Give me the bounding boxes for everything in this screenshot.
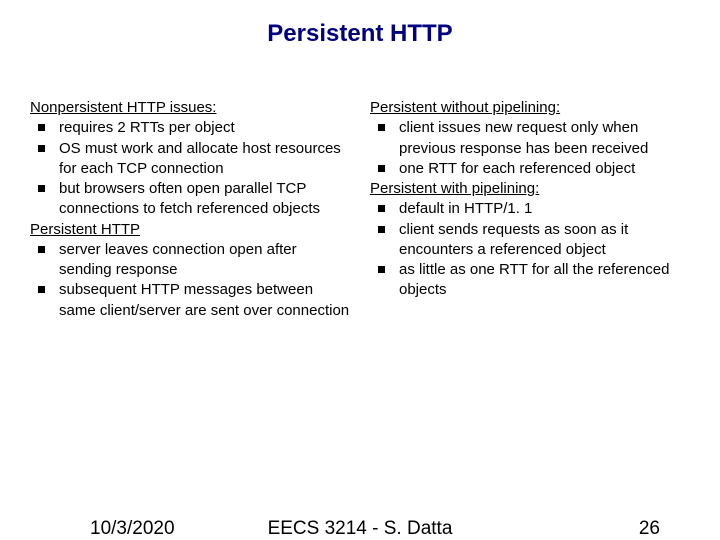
slide-title: Persistent HTTP: [0, 0, 720, 48]
bullet-icon: [378, 205, 385, 212]
list-item: client sends requests as soon as it enco…: [378, 220, 690, 261]
left-column: Nonpersistent HTTP issues: requires 2 RT…: [30, 98, 350, 321]
bullet-icon: [378, 226, 385, 233]
bullet-text: default in HTTP/1. 1: [399, 199, 690, 219]
bullet-text: OS must work and allocate host resources…: [59, 139, 350, 180]
list-item: as little as one RTT for all the referen…: [378, 260, 690, 301]
bullet-icon: [38, 124, 45, 131]
bullet-text: one RTT for each referenced object: [399, 159, 690, 179]
bullet-icon: [38, 185, 45, 192]
bullet-text: client sends requests as soon as it enco…: [399, 220, 690, 261]
footer-page: 26: [639, 518, 660, 540]
bullet-icon: [378, 266, 385, 273]
list-item: but browsers often open parallel TCP con…: [38, 179, 350, 220]
list-item: default in HTTP/1. 1: [378, 199, 690, 219]
bullet-text: subsequent HTTP messages between same cl…: [59, 280, 350, 321]
bullet-icon: [378, 124, 385, 131]
bullet-list: default in HTTP/1. 1 client sends reques…: [370, 199, 690, 300]
list-item: client issues new request only when prev…: [378, 118, 690, 159]
list-item: OS must work and allocate host resources…: [38, 139, 350, 180]
bullet-icon: [378, 165, 385, 172]
list-item: subsequent HTTP messages between same cl…: [38, 280, 350, 321]
section-header: Persistent with pipelining:: [370, 179, 690, 199]
bullet-text: client issues new request only when prev…: [399, 118, 690, 159]
bullet-icon: [38, 145, 45, 152]
footer-course: EECS 3214 - S. Datta: [0, 518, 720, 540]
bullet-list: requires 2 RTTs per object OS must work …: [30, 118, 350, 219]
content-area: Nonpersistent HTTP issues: requires 2 RT…: [0, 48, 720, 321]
bullet-text: but browsers often open parallel TCP con…: [59, 179, 350, 220]
bullet-icon: [38, 246, 45, 253]
section-header: Nonpersistent HTTP issues:: [30, 98, 350, 118]
right-column: Persistent without pipelining: client is…: [370, 98, 690, 321]
bullet-list: server leaves connection open after send…: [30, 240, 350, 321]
list-item: one RTT for each referenced object: [378, 159, 690, 179]
list-item: requires 2 RTTs per object: [38, 118, 350, 138]
section-header: Persistent without pipelining:: [370, 98, 690, 118]
section-header: Persistent HTTP: [30, 220, 350, 240]
bullet-text: server leaves connection open after send…: [59, 240, 350, 281]
bullet-icon: [38, 286, 45, 293]
bullet-text: as little as one RTT for all the referen…: [399, 260, 690, 301]
bullet-list: client issues new request only when prev…: [370, 118, 690, 179]
list-item: server leaves connection open after send…: [38, 240, 350, 281]
bullet-text: requires 2 RTTs per object: [59, 118, 350, 138]
